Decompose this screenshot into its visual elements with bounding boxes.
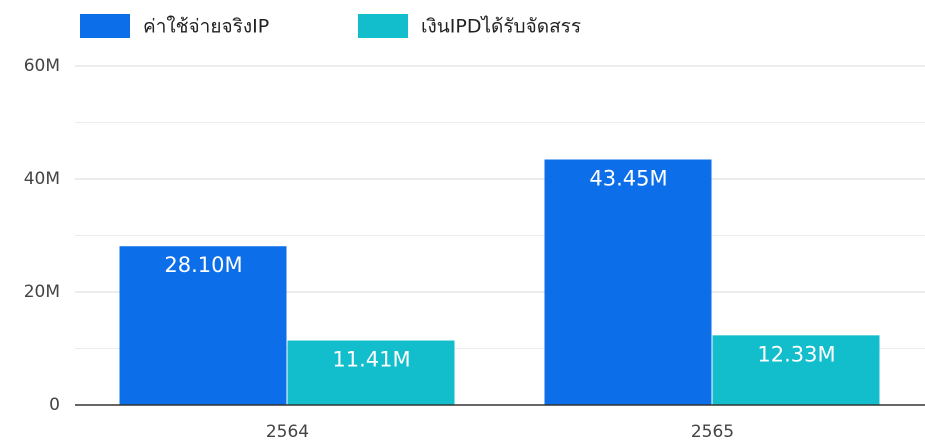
legend-swatch: [358, 14, 408, 38]
x-tick-label: 2565: [691, 422, 734, 442]
bar: [544, 159, 712, 405]
legend-label: ค่าใช้จ่ายจริงIP: [143, 16, 269, 38]
bar: [119, 246, 287, 405]
y-tick-label: 60M: [24, 56, 60, 76]
value-label: 12.33M: [757, 342, 835, 366]
bar: [712, 335, 880, 405]
value-label: 43.45M: [589, 167, 667, 191]
y-tick-label: 40M: [24, 169, 60, 189]
y-tick-label: 0: [49, 395, 60, 415]
bar: [287, 340, 455, 405]
value-label: 11.41M: [332, 348, 410, 372]
value-label: 28.10M: [164, 253, 242, 277]
y-tick-label: 20M: [24, 282, 60, 302]
legend-swatch: [80, 14, 130, 38]
x-tick-label: 2564: [266, 422, 309, 442]
legend-label: เงินIPDได้รับจัดสรร: [421, 16, 581, 38]
